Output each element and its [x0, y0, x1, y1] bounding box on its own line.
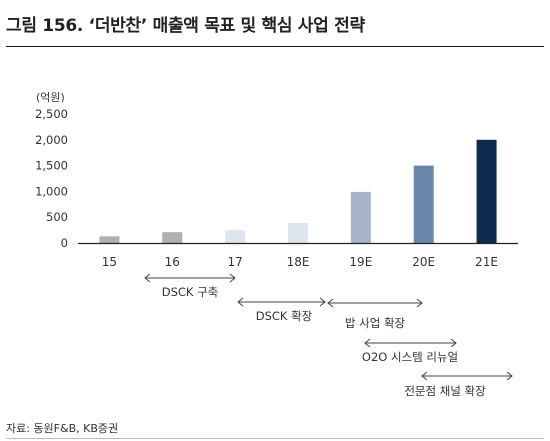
y-tick-label: 500: [46, 210, 68, 224]
annotation-label: 밥 사업 확장: [345, 316, 406, 330]
y-tick-label: 2,500: [35, 107, 68, 121]
annotation-label: 전문점 채널 확장: [404, 384, 486, 398]
arrow-head-left: [144, 273, 151, 283]
bar-20E: [413, 165, 434, 243]
bar-19E: [350, 191, 371, 243]
annotation-arrow: DSCK 구축: [144, 273, 236, 299]
chart-title: 그림 156. ‘더반찬’ 매출액 목표 및 핵심 사업 전략: [6, 16, 365, 36]
x-tick-label: 21E: [475, 255, 498, 269]
x-tick-label: 15: [102, 255, 117, 269]
bar-series: [99, 139, 497, 243]
arrow-head-right: [506, 371, 513, 381]
arrow-head-right: [450, 338, 457, 348]
annotation-arrow: O2O 시스템 리뉴얼: [362, 338, 458, 364]
annotation-label: O2O 시스템 리뉴얼: [362, 350, 458, 364]
bar-17: [225, 230, 246, 243]
y-tick-label: 2,000: [35, 133, 68, 147]
y-tick-label: 0: [61, 236, 68, 250]
x-tick-label: 17: [228, 255, 243, 269]
bar-16: [162, 232, 183, 243]
x-tick-label: 19E: [349, 255, 372, 269]
annotation-arrow: DSCK 확장: [237, 297, 326, 323]
y-axis-unit-label: (억원): [36, 91, 65, 104]
arrow-head-left: [237, 297, 244, 307]
source-note: 자료: 동원F&B, KB증권: [6, 422, 119, 435]
x-tick-label: 18E: [287, 255, 310, 269]
arrow-head-left: [421, 371, 428, 381]
y-tick-label: 1,500: [35, 159, 68, 173]
bar-18E: [288, 222, 308, 243]
annotation-label: DSCK 구축: [162, 285, 219, 299]
arrow-head-left: [327, 298, 334, 308]
annotation-label: DSCK 확장: [256, 309, 313, 323]
annotation-arrow: 전문점 채널 확장: [404, 371, 513, 398]
arrow-head-left: [364, 338, 371, 348]
x-axis: 15 16 17 18E 19E 20E 21E: [78, 242, 518, 269]
arrow-head-right: [416, 298, 423, 308]
bar-15: [99, 236, 120, 243]
footer-divider: [6, 438, 544, 439]
x-tick-label: 16: [165, 255, 180, 269]
title-divider: [6, 46, 544, 47]
bar-21E: [476, 139, 497, 243]
y-tick-label: 1,000: [35, 184, 68, 198]
arrow-head-right: [229, 273, 236, 283]
y-axis: (억원) 0 500 1,000 1,500 2,000 2,500: [35, 91, 68, 250]
arrow-head-right: [319, 297, 326, 307]
x-tick-label: 20E: [412, 255, 435, 269]
annotation-arrow: 밥 사업 확장: [327, 298, 423, 330]
